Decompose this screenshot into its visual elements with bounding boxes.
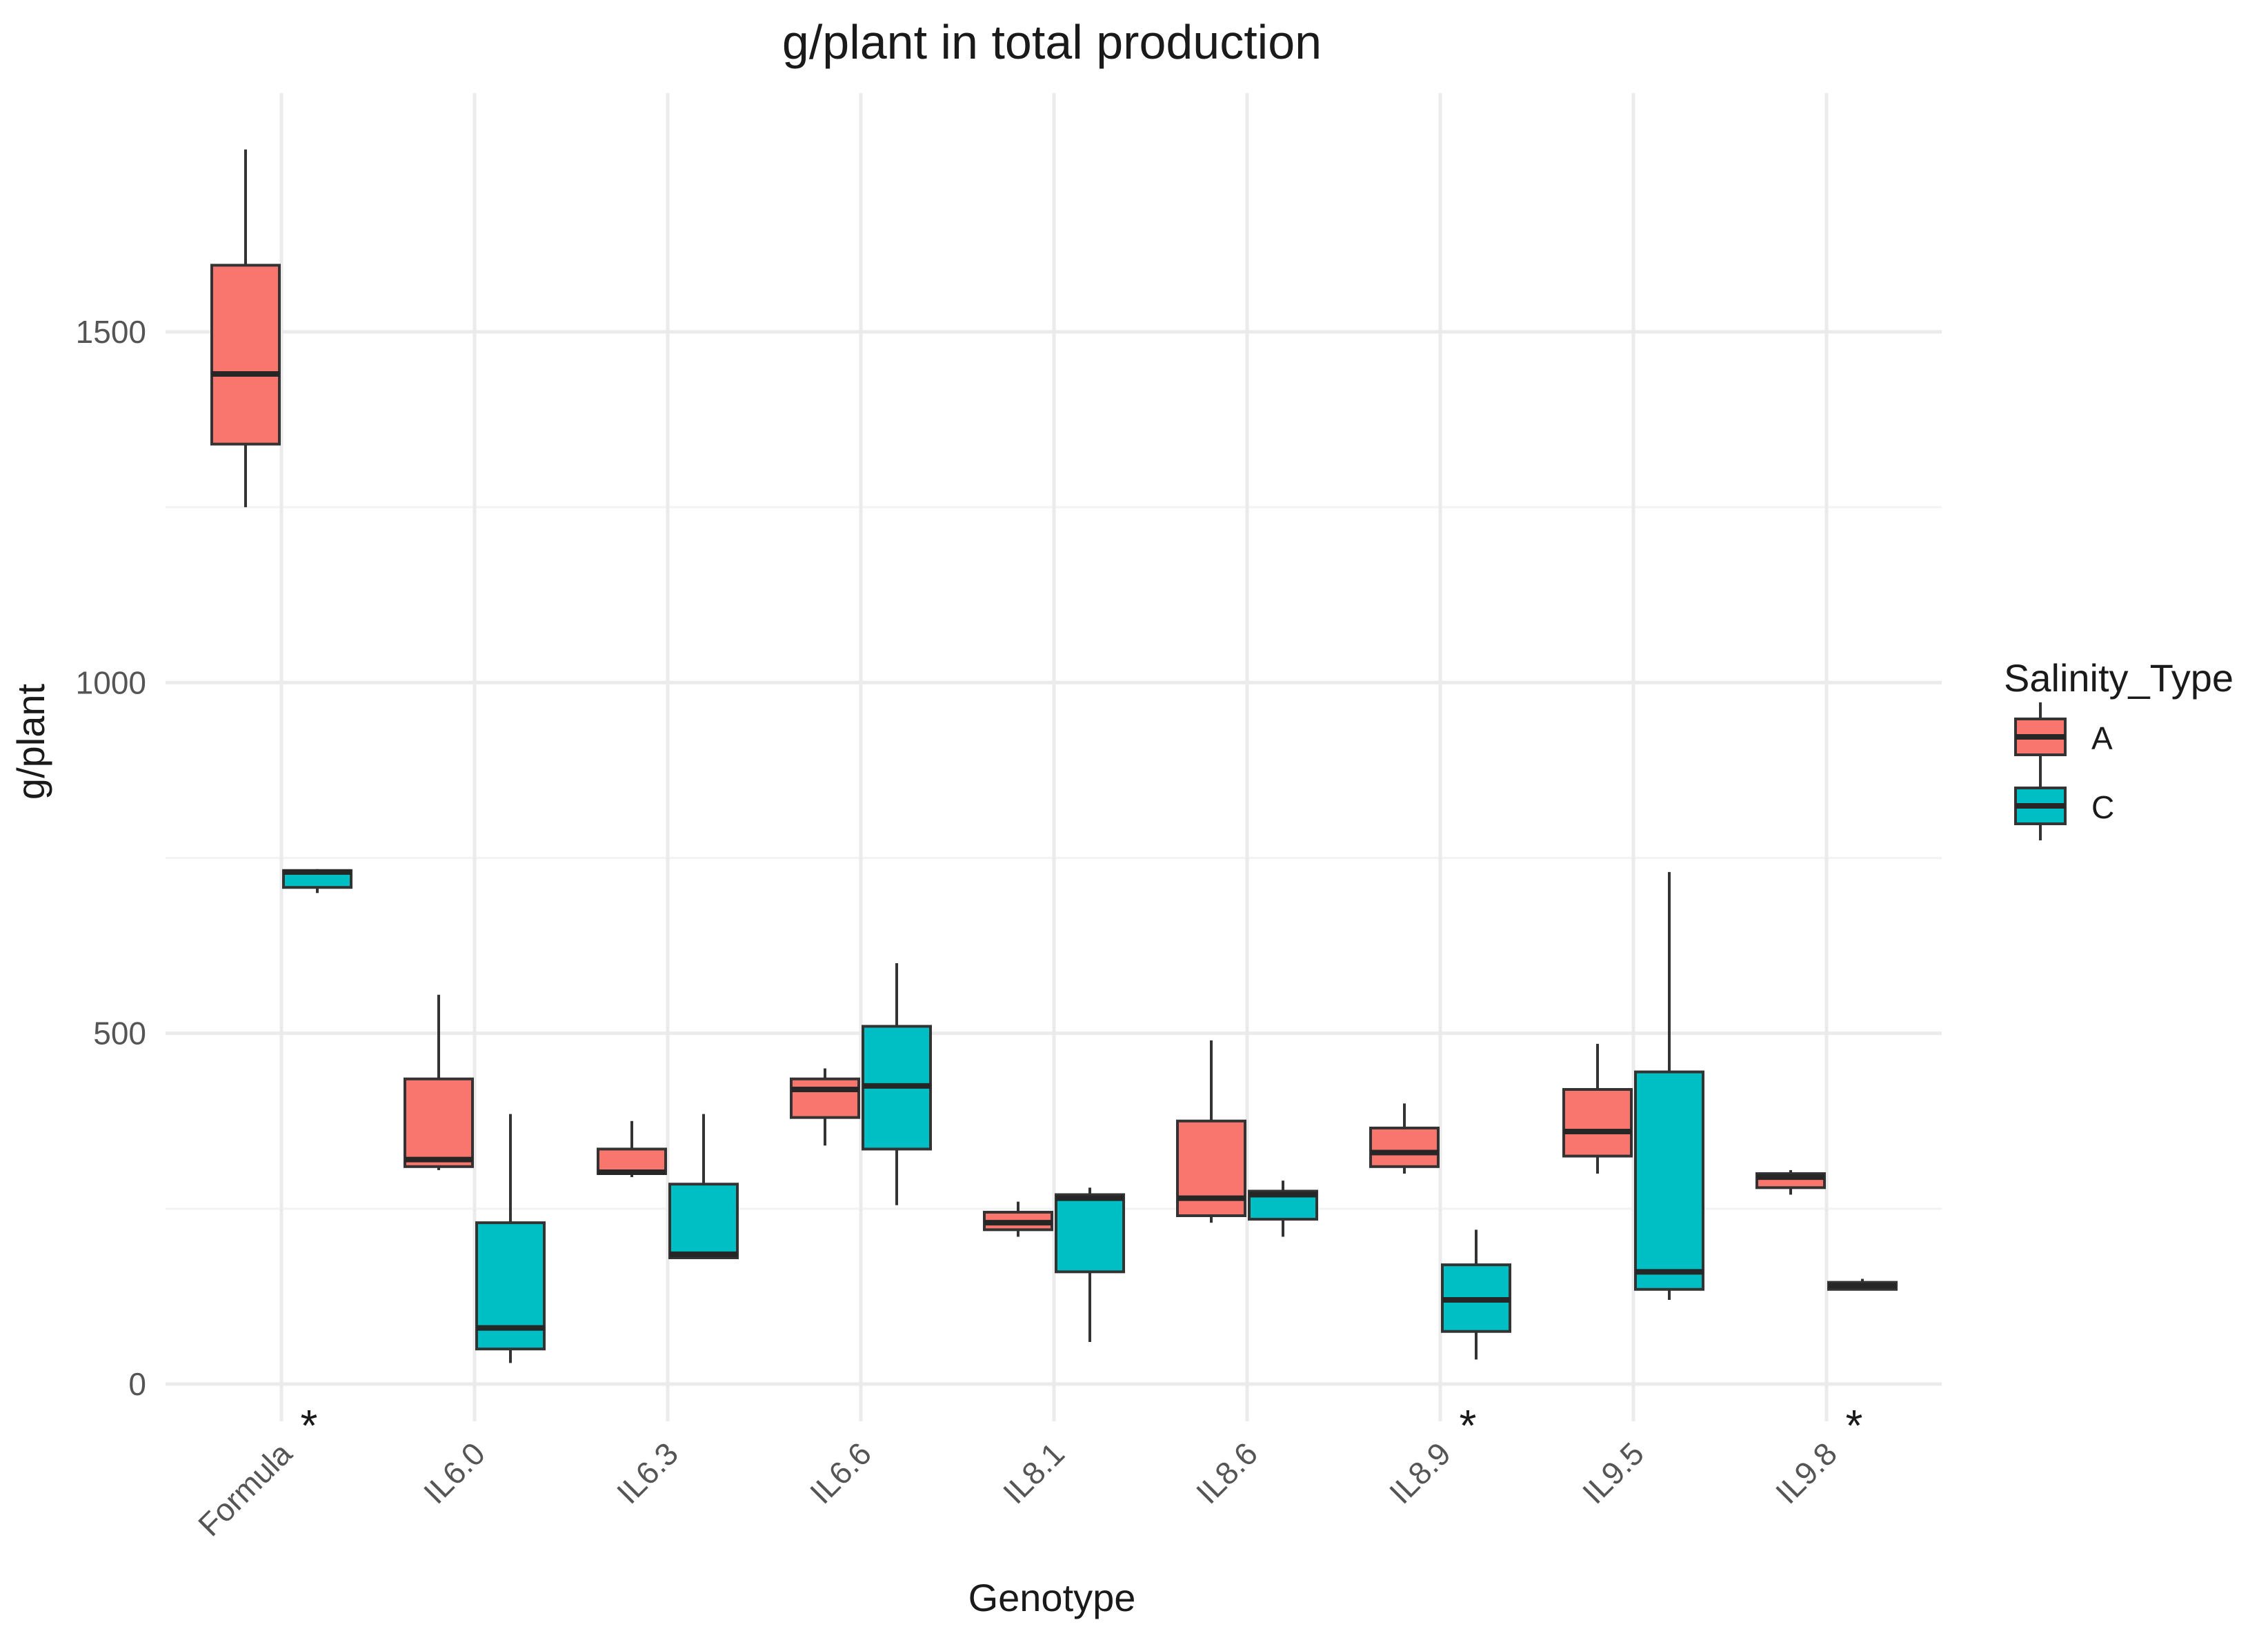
x-tick-label: IL8.6	[1189, 1435, 1264, 1510]
box-body	[1562, 1088, 1633, 1158]
box-C-IL9.5	[1634, 871, 1704, 1300]
x-tick-label: IL6.3	[610, 1435, 685, 1510]
box-body	[1369, 1126, 1440, 1168]
x-tick-label: IL9.5	[1575, 1435, 1651, 1510]
x-tick-label: IL8.1	[996, 1435, 1071, 1510]
box-C-IL6.6	[862, 963, 932, 1205]
y-tick-label: 500	[93, 1016, 146, 1051]
x-tick-label: IL8.9	[1382, 1435, 1458, 1510]
box-body	[1634, 1070, 1704, 1291]
x-tick-label: IL6.0	[417, 1435, 492, 1510]
y-tick-label: 0	[128, 1366, 146, 1402]
box-A-IL6.3	[597, 1120, 667, 1178]
box-A-IL9.5	[1562, 1043, 1633, 1174]
box-C-IL8.6	[1248, 1181, 1318, 1237]
box-C-IL6.0	[475, 1114, 546, 1363]
box-C-IL8.1	[1055, 1187, 1125, 1342]
x-tick-label: Formula	[191, 1435, 299, 1543]
box-A-IL6.6	[790, 1068, 860, 1146]
box-C-IL9.8	[1827, 1278, 1898, 1291]
chart-title: g/plant in total production	[782, 15, 1322, 69]
box-A-IL9.8	[1755, 1169, 1826, 1195]
x-axis-ticks: Formula IL6.0 IL6.3 IL6.6 IL8.1 IL8.6 IL8.9 IL9…	[191, 1435, 1844, 1543]
y-tick-label: 1000	[76, 664, 146, 700]
box-A-IL8.9	[1369, 1103, 1440, 1174]
x-tick-label: IL6.6	[803, 1435, 878, 1510]
box-body	[790, 1077, 860, 1119]
significance-star: *	[1460, 1401, 1477, 1450]
box-C-IL6.3	[668, 1114, 739, 1259]
box-body	[210, 264, 281, 446]
box-A-IL8.6	[1176, 1040, 1246, 1223]
significance-markers: * * *	[301, 1401, 1863, 1450]
box-A-IL6.0	[404, 994, 474, 1170]
box-A-IL8.1	[983, 1201, 1053, 1237]
y-axis-ticks: 0 500 1000 1500	[76, 314, 146, 1402]
significance-star: *	[301, 1401, 318, 1450]
x-tick-label: IL9.8	[1769, 1435, 1844, 1510]
grid-lines	[166, 93, 1942, 1421]
y-tick-label: 1500	[76, 314, 146, 350]
significance-star: *	[1846, 1401, 1863, 1450]
box-C-IL8.9	[1441, 1230, 1511, 1360]
y-axis-title: g/plant	[9, 683, 52, 800]
legend-title: Salinity_Type	[2004, 656, 2234, 700]
legend-label: C	[2091, 789, 2114, 825]
legend-label: A	[2091, 720, 2113, 756]
legend: Salinity_Type AC	[2004, 656, 2234, 840]
box-body	[1055, 1193, 1125, 1274]
box-body	[404, 1077, 474, 1168]
box-C-Formula	[282, 869, 352, 893]
box-group	[210, 149, 1898, 1363]
box-A-Formula	[210, 149, 281, 508]
box-body	[668, 1183, 739, 1259]
legend-item-A: A	[2014, 702, 2113, 771]
legend-item-C: C	[2014, 771, 2114, 840]
x-axis-title: Genotype	[968, 1576, 1136, 1619]
box-body	[1176, 1119, 1246, 1217]
